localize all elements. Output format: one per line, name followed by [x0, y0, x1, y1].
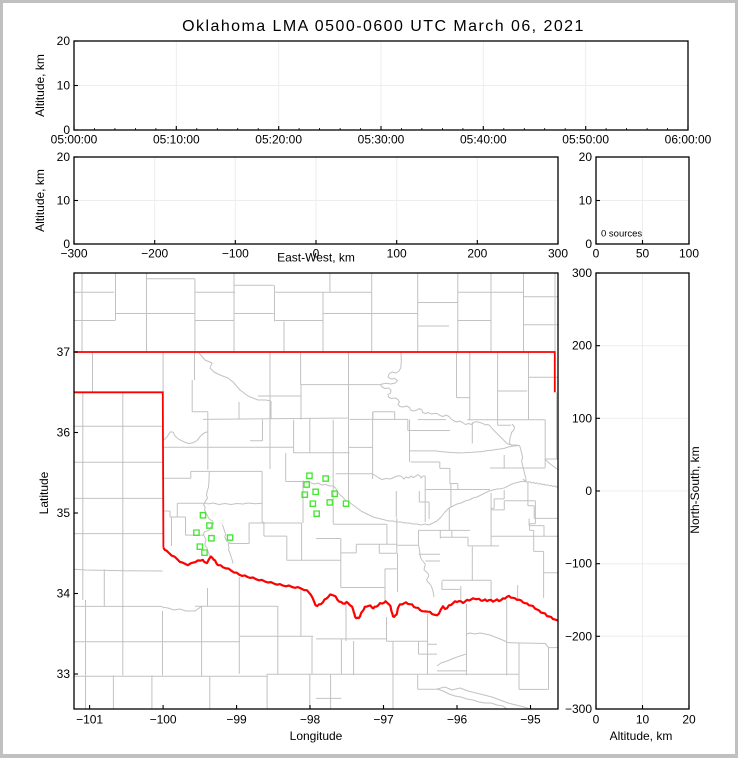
svg-text:Oklahoma LMA 0500-0600 UTC Mar: Oklahoma LMA 0500-0600 UTC March 06, 202…: [182, 18, 585, 35]
svg-text:10: 10: [579, 194, 593, 208]
svg-text:05:00:00: 05:00:00: [51, 133, 98, 147]
svg-text:10: 10: [57, 79, 71, 93]
svg-text:−200: −200: [565, 629, 592, 643]
svg-text:Longitude: Longitude: [290, 729, 343, 743]
svg-text:Altitude, km: Altitude, km: [33, 54, 47, 117]
svg-text:−100: −100: [222, 247, 249, 261]
svg-text:−300: −300: [565, 702, 592, 716]
svg-text:0 sources: 0 sources: [601, 229, 642, 240]
svg-text:36: 36: [57, 426, 71, 440]
svg-text:20: 20: [579, 150, 593, 164]
svg-text:300: 300: [572, 266, 592, 280]
svg-text:33: 33: [57, 667, 71, 681]
svg-text:05:30:00: 05:30:00: [358, 133, 405, 147]
svg-text:0: 0: [585, 237, 592, 251]
svg-text:Latitude: Latitude: [37, 471, 51, 514]
svg-text:−97: −97: [373, 713, 394, 727]
svg-text:05:40:00: 05:40:00: [460, 133, 507, 147]
svg-text:10: 10: [57, 194, 71, 208]
svg-text:0: 0: [593, 247, 600, 261]
svg-text:−100: −100: [565, 557, 592, 571]
svg-text:−95: −95: [520, 713, 541, 727]
svg-text:100: 100: [387, 247, 407, 261]
svg-text:34: 34: [57, 587, 71, 601]
svg-text:0: 0: [585, 484, 592, 498]
svg-text:−100: −100: [150, 713, 177, 727]
svg-text:05:10:00: 05:10:00: [153, 133, 200, 147]
svg-text:Altitude, km: Altitude, km: [610, 729, 673, 743]
svg-text:20: 20: [682, 713, 696, 727]
svg-text:200: 200: [467, 247, 487, 261]
svg-text:−98: −98: [300, 713, 321, 727]
svg-text:−200: −200: [141, 247, 168, 261]
svg-text:100: 100: [679, 247, 699, 261]
svg-text:North-South, km: North-South, km: [688, 446, 702, 533]
svg-text:0: 0: [63, 237, 70, 251]
svg-text:−96: −96: [447, 713, 468, 727]
svg-text:20: 20: [57, 150, 71, 164]
svg-text:East-West, km: East-West, km: [277, 251, 355, 265]
svg-text:Altitude, km: Altitude, km: [33, 169, 47, 232]
svg-text:−300: −300: [60, 247, 87, 261]
svg-text:35: 35: [57, 506, 71, 520]
svg-text:50: 50: [636, 247, 650, 261]
svg-text:06:00:00: 06:00:00: [665, 133, 712, 147]
svg-text:100: 100: [572, 411, 592, 425]
svg-text:0: 0: [593, 713, 600, 727]
svg-text:300: 300: [548, 247, 568, 261]
svg-text:05:20:00: 05:20:00: [255, 133, 302, 147]
svg-text:−99: −99: [226, 713, 247, 727]
svg-text:200: 200: [572, 339, 592, 353]
svg-text:05:50:00: 05:50:00: [562, 133, 609, 147]
svg-text:0: 0: [63, 123, 70, 137]
svg-text:0: 0: [313, 247, 320, 261]
svg-text:−101: −101: [76, 713, 103, 727]
svg-text:20: 20: [57, 34, 71, 48]
svg-text:10: 10: [636, 713, 650, 727]
svg-text:37: 37: [57, 345, 71, 359]
